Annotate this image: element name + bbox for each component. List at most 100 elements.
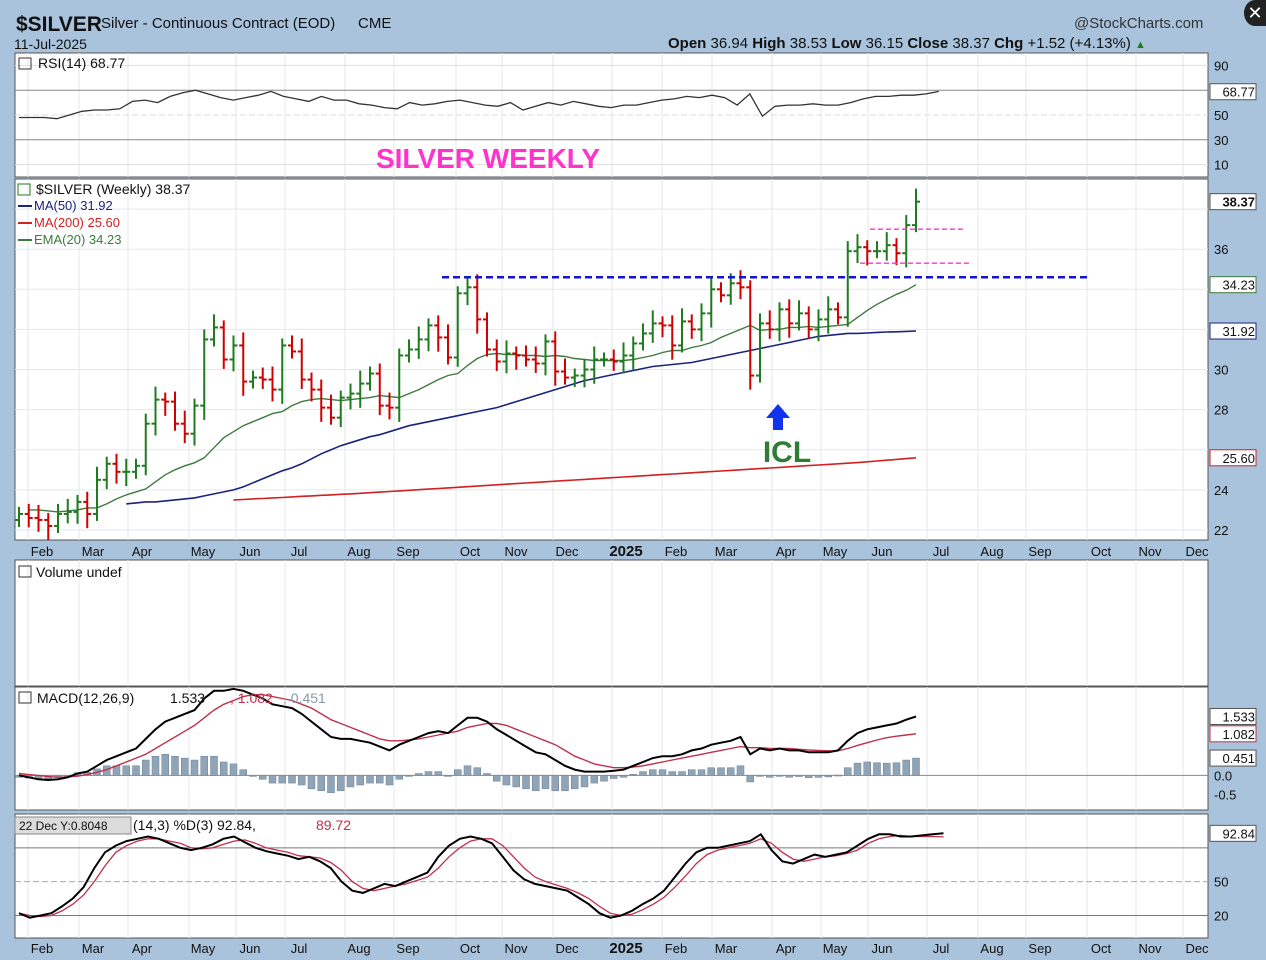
x-tick-label: May bbox=[191, 941, 216, 956]
x-tick-label: Mar bbox=[715, 941, 738, 956]
exchange-label: CME bbox=[358, 15, 392, 32]
x-tick-label: Jul bbox=[933, 941, 950, 956]
macd-hist-bar bbox=[278, 775, 286, 784]
x-tick-label: Oct bbox=[1091, 544, 1112, 559]
x-tick-label: Oct bbox=[460, 544, 481, 559]
macd-hist-bar bbox=[590, 775, 598, 784]
macd-hist-bar bbox=[580, 775, 589, 788]
macd-hist-bar bbox=[805, 775, 813, 778]
price-tick-label: 22 bbox=[1214, 523, 1228, 538]
ma200-line bbox=[233, 457, 917, 501]
macd-hist-bar bbox=[405, 775, 413, 777]
high-label: High bbox=[752, 35, 786, 52]
close-value: 38.37 bbox=[952, 35, 990, 52]
macd-hist-bar bbox=[366, 775, 374, 784]
macd-hist-bar bbox=[600, 775, 608, 782]
volume-label: Volume undef bbox=[36, 564, 122, 580]
macd-hist-bar bbox=[171, 755, 179, 776]
x-tick-label: Nov bbox=[1138, 941, 1162, 956]
rsi-tick-label: 10 bbox=[1214, 158, 1228, 173]
hist-value-tag-box bbox=[1209, 749, 1257, 767]
rsi-tick-label: 50 bbox=[1214, 108, 1228, 123]
macd-hist-bar bbox=[824, 775, 832, 778]
macd-hist-bar bbox=[249, 775, 257, 777]
macd-hist-bar bbox=[434, 771, 442, 776]
macd-hist-bar bbox=[688, 769, 696, 776]
macd-hist-bar bbox=[317, 775, 325, 792]
low-label: Low bbox=[831, 35, 862, 52]
low-value: 36.15 bbox=[865, 35, 904, 52]
macd-value-tag: 1.533 bbox=[1222, 709, 1255, 724]
macd-icon bbox=[18, 691, 32, 704]
x-tick-label: Feb bbox=[665, 941, 687, 956]
x-tick-label: Apr bbox=[132, 544, 153, 559]
x-tick-label: Dec bbox=[1185, 941, 1209, 956]
macd-label: MACD(12,26,9) bbox=[37, 690, 134, 706]
x-tick-label: Aug bbox=[347, 941, 370, 956]
macd-hist-bar bbox=[220, 761, 228, 776]
macd-hist-bar bbox=[327, 775, 335, 793]
ma200-tag: 25.60 bbox=[1222, 451, 1255, 466]
macd-hist-bar bbox=[717, 767, 725, 776]
x-tick-label: Apr bbox=[776, 941, 797, 956]
macd-hist-bar bbox=[200, 755, 208, 776]
macd-tick-label: 0.0 bbox=[1214, 768, 1232, 783]
macd-hist-bar bbox=[766, 775, 774, 778]
rsi-value-tag: 68.77 bbox=[1222, 85, 1255, 100]
hist-value-label: , 0.451 bbox=[283, 690, 326, 706]
x-tick-label: Aug bbox=[980, 544, 1003, 559]
macd-hist-bar bbox=[619, 775, 628, 778]
x-tick-label: Dec bbox=[555, 941, 579, 956]
x-tick-label: Jul bbox=[291, 941, 308, 956]
x-tick-label: Apr bbox=[132, 941, 153, 956]
ohlc-readout: Open 36.94 High 38.53 Low 36.15 Close 38… bbox=[668, 35, 1146, 52]
x-tick-label: Feb bbox=[31, 544, 53, 559]
x-tick-label: Mar bbox=[715, 544, 738, 559]
close-icon[interactable] bbox=[1244, 0, 1266, 26]
x-tick-label: Mar bbox=[82, 544, 105, 559]
macd-hist-bar bbox=[122, 765, 130, 776]
macd-hist-bar bbox=[395, 775, 403, 780]
x-tick-label: 2025 bbox=[609, 543, 642, 560]
stoch-d-value: 89.72 bbox=[316, 817, 351, 833]
macd-hist-bar bbox=[883, 762, 891, 776]
macd-hist-bar bbox=[532, 775, 540, 792]
chart-date: 11-Jul-2025 bbox=[14, 36, 87, 52]
stoch-tick-label: 20 bbox=[1214, 908, 1228, 923]
up-triangle-icon: ▲ bbox=[1135, 39, 1146, 51]
open-label: Open bbox=[668, 35, 707, 52]
macd-hist-bar bbox=[512, 775, 520, 788]
macd-hist-bar bbox=[649, 769, 657, 776]
macd-hist-bar bbox=[268, 775, 277, 784]
x-tick-label: Aug bbox=[347, 544, 370, 559]
macd-hist-bar bbox=[892, 762, 901, 776]
x-tick-label: Sep bbox=[1028, 544, 1051, 559]
price-last-tag-box bbox=[1209, 193, 1257, 211]
macd-hist-bar bbox=[658, 769, 667, 776]
price-tick-label: 24 bbox=[1214, 483, 1228, 498]
close-label: Close bbox=[907, 35, 949, 52]
macd-hist-bar bbox=[444, 775, 452, 777]
macd-hist-bar bbox=[483, 773, 491, 776]
rsi-line bbox=[19, 89, 939, 120]
chg-value: +1.52 (+4.13%) bbox=[1027, 35, 1131, 52]
macd-hist-bar bbox=[473, 767, 481, 776]
macd-hist-bar bbox=[629, 774, 637, 776]
macd-hist-bar bbox=[356, 775, 364, 786]
macd-hist-bar bbox=[259, 775, 267, 780]
ema20-tag: 34.23 bbox=[1222, 278, 1255, 293]
brand-logo[interactable]: @StockCharts.com bbox=[1074, 15, 1204, 32]
price-last-tag: 38.37 bbox=[1222, 195, 1255, 210]
macd-hist-bar bbox=[161, 754, 169, 776]
signal-value-tag: 1.082 bbox=[1222, 727, 1255, 742]
macd-hist-bar bbox=[912, 757, 920, 776]
stoch-label: (14,3) %D(3) 92.84, bbox=[133, 817, 256, 833]
x-tick-label: Jun bbox=[872, 544, 893, 559]
macd-hist-bar bbox=[727, 767, 735, 776]
macd-hist-bar bbox=[551, 775, 559, 792]
symbol-description: Silver - Continuous Contract (EOD) bbox=[101, 15, 336, 32]
rsi-icon bbox=[18, 57, 32, 70]
x-tick-label: Apr bbox=[776, 544, 797, 559]
signal-value-label: , 1.082 bbox=[230, 690, 273, 706]
ema20-line bbox=[28, 284, 917, 513]
